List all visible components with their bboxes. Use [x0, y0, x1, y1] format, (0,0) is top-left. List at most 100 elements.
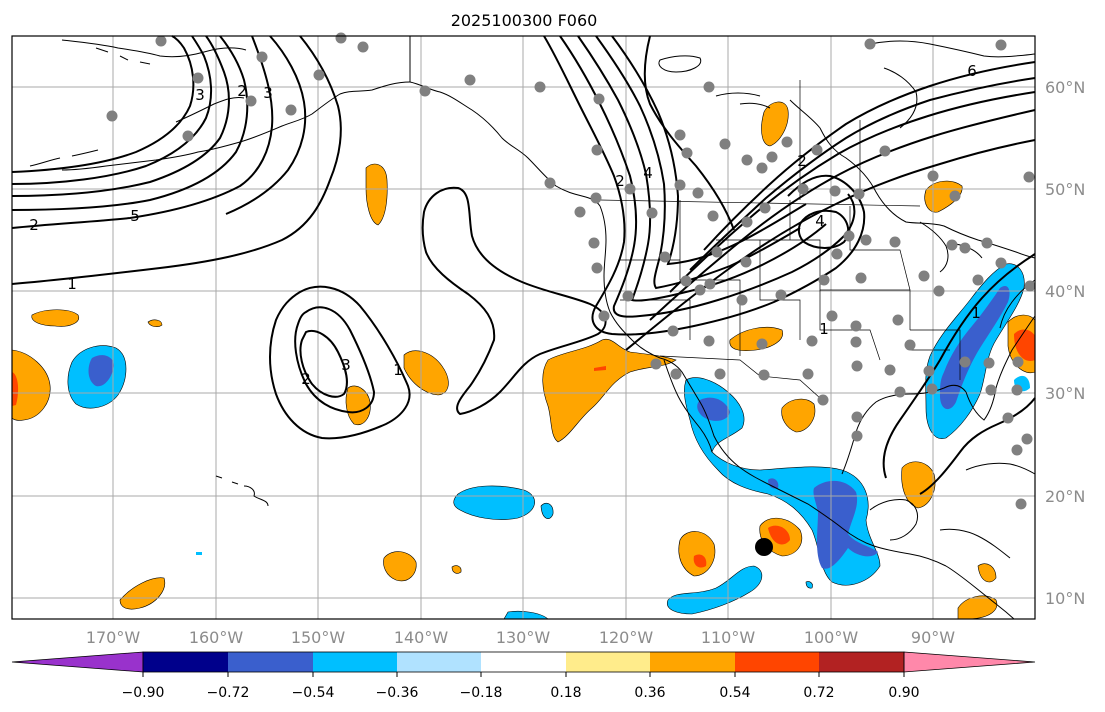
station-dot [464, 74, 476, 86]
anomaly-region [781, 398, 816, 433]
coastline [95, 47, 151, 65]
anomaly-region [11, 349, 51, 421]
coastline [715, 92, 771, 109]
coastline [883, 67, 918, 129]
contour-line [11, 35, 342, 285]
station-dot [850, 336, 862, 348]
station-dot [1011, 444, 1023, 456]
station-dot [598, 310, 610, 322]
lon-label: 90°W [911, 628, 955, 647]
colorbar-label: 0.54 [719, 685, 750, 701]
contour-line [669, 91, 1036, 293]
station-dot [851, 360, 863, 372]
station-dot [853, 188, 865, 200]
station-dot [843, 230, 855, 242]
contour-line [225, 35, 307, 215]
anomaly-region [768, 478, 779, 489]
contour-line [11, 35, 230, 197]
lon-label: 110°W [701, 628, 756, 647]
station-dot [775, 289, 787, 301]
coastline [939, 528, 1011, 559]
station-dot [106, 110, 118, 122]
station-dot [797, 183, 809, 195]
anomaly-region [12, 372, 19, 406]
anomaly-region [345, 385, 371, 426]
station-dot [335, 32, 347, 44]
station-dot [646, 207, 658, 219]
station-dot [972, 274, 984, 286]
colorbar-segment [566, 652, 650, 672]
anomaly-region [805, 581, 813, 589]
station-dot [707, 210, 719, 222]
station-dot [534, 81, 546, 93]
coastline [965, 462, 1036, 475]
colorbar-label: −0.90 [122, 685, 165, 701]
station-dot [756, 162, 768, 174]
contour-line [421, 186, 607, 416]
station-dot [927, 170, 939, 182]
station-dot [667, 325, 679, 337]
station-dot [756, 338, 768, 350]
station-dot [981, 237, 993, 249]
map-frame [11, 35, 1036, 620]
coastline [29, 149, 99, 167]
contour-line [11, 35, 195, 173]
station-dot [829, 185, 841, 197]
station-dot [923, 365, 935, 377]
station-dot [740, 256, 752, 268]
contour-line [882, 253, 1036, 479]
station-dot [703, 81, 715, 93]
contour-lines [11, 35, 1036, 495]
station-dot [245, 95, 257, 107]
contour-label: 2 [29, 216, 39, 234]
station-markers [106, 32, 1036, 510]
colorbar-segment [735, 652, 819, 672]
station-dot [1002, 412, 1014, 424]
colorbar-segment [650, 652, 735, 672]
colorbar-segment [397, 652, 481, 672]
station-dot [831, 248, 843, 260]
anomaly-region [403, 350, 449, 396]
coastline [175, 97, 245, 123]
latitude-labels: 60°N 50°N 40°N 30°N 20°N 10°N [1045, 78, 1085, 608]
station-dot [884, 364, 896, 376]
station-dot [850, 320, 862, 332]
coastline [869, 40, 1036, 58]
station-dot [622, 290, 634, 302]
station-dot [711, 246, 723, 258]
anomaly-region [940, 285, 1010, 410]
anomaly-region [729, 327, 783, 351]
anomaly-region [365, 163, 388, 226]
contour-line [703, 61, 1036, 251]
station-dot [851, 430, 863, 442]
station-dot [624, 183, 636, 195]
coastline [919, 221, 983, 273]
contour-label: 2 [615, 172, 625, 190]
map-gridlines [12, 36, 1035, 619]
lat-label: 30°N [1045, 384, 1085, 403]
contour-line [577, 35, 827, 302]
station-dot [588, 237, 600, 249]
contour-label: 5 [130, 207, 140, 225]
station-dot [1015, 498, 1027, 510]
station-dot [704, 278, 716, 290]
station-dot [419, 85, 431, 97]
station-dot [879, 145, 891, 157]
station-dot [313, 69, 325, 81]
anomaly-region [147, 319, 163, 327]
station-dot [851, 411, 863, 423]
station-dot [590, 192, 602, 204]
contour-line [649, 109, 1036, 321]
colorbar-segment [819, 652, 904, 672]
station-dot [182, 130, 194, 142]
contour-label: 1 [971, 304, 981, 322]
station-dot [818, 274, 830, 286]
lat-label: 20°N [1045, 487, 1085, 506]
coastline [599, 205, 947, 567]
contour-label: 2 [237, 82, 247, 100]
colorbar-extend-low [11, 651, 144, 673]
coastline [215, 475, 269, 507]
station-dot [741, 216, 753, 228]
station-dot [591, 144, 603, 156]
